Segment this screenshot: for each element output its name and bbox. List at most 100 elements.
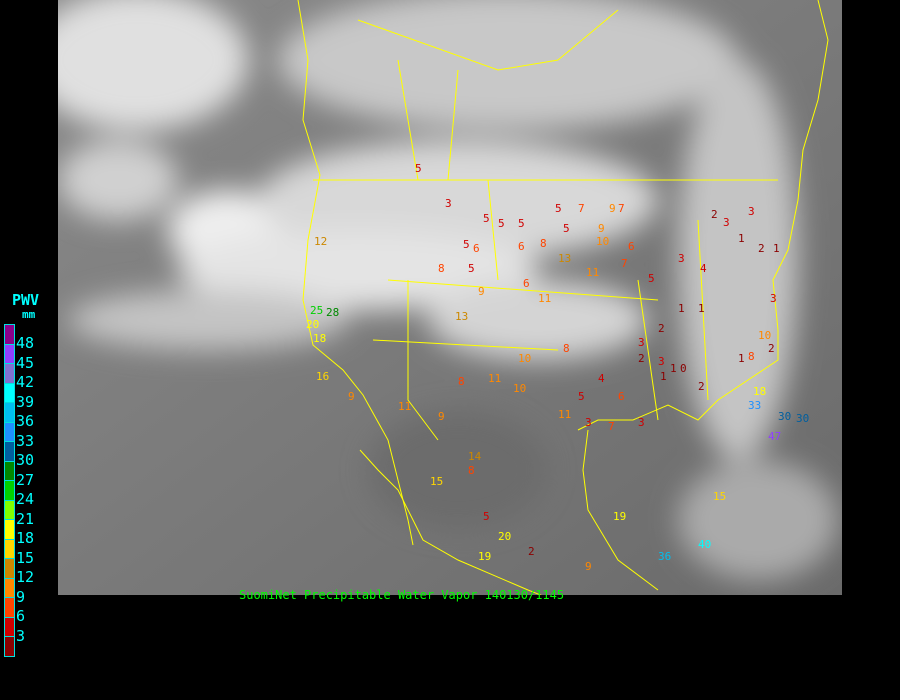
- legend-label: 36: [16, 412, 35, 430]
- station-pwv-value: 19: [478, 550, 491, 563]
- station-pwv-value: 1: [738, 232, 745, 245]
- station-pwv-value: 20: [306, 318, 319, 331]
- station-pwv-value: 7: [608, 420, 615, 433]
- station-pwv-value: 15: [430, 475, 443, 488]
- station-pwv-value: 2: [758, 242, 765, 255]
- station-pwv-value: 1: [678, 302, 685, 315]
- station-pwv-value: 30: [778, 410, 791, 423]
- station-pwv-value: 7: [621, 257, 628, 270]
- station-pwv-value: 9: [348, 390, 355, 403]
- legend-title: PWV: [12, 291, 40, 309]
- station-pwv-value: 0: [680, 362, 687, 375]
- station-labels: 5355679758568555611107613119139108543215…: [306, 162, 809, 573]
- station-pwv-value: 3: [770, 292, 777, 305]
- station-pwv-value: 5: [563, 222, 570, 235]
- station-pwv-value: 16: [316, 370, 329, 383]
- station-pwv-value: 20: [498, 530, 511, 543]
- station-pwv-value: 36: [658, 550, 671, 563]
- station-pwv-value: 11: [398, 400, 411, 413]
- legend-swatch: [4, 363, 15, 384]
- legend-swatch: [4, 343, 15, 365]
- station-pwv-value: 10: [518, 352, 531, 365]
- legend-label: 21: [16, 509, 35, 528]
- station-pwv-value: 10: [513, 382, 526, 395]
- station-pwv-value: 3: [658, 355, 665, 368]
- legend-label: 12: [16, 568, 35, 586]
- station-pwv-value: 15: [713, 490, 726, 503]
- pwv-legend: PWV mm 48 45 42 39 36 33 30 27 24 21 18 15 12 9 6 3: [0, 290, 58, 670]
- station-pwv-value: 8: [458, 375, 465, 388]
- legend-label: 27: [16, 470, 35, 489]
- station-pwv-value: 9: [478, 285, 485, 298]
- station-pwv-value: 40: [698, 538, 711, 551]
- station-pwv-value: 1: [698, 302, 705, 315]
- station-pwv-value: 2: [768, 342, 775, 355]
- station-pwv-value: 5: [648, 272, 655, 285]
- station-pwv-value: 8: [438, 262, 445, 275]
- station-pwv-value: 3: [748, 205, 755, 218]
- legend-swatch: [4, 558, 15, 579]
- legend-swatch: [4, 480, 15, 501]
- station-pwv-value: 19: [613, 510, 626, 523]
- station-pwv-value: 18: [753, 385, 766, 398]
- station-pwv-value: 5: [468, 262, 475, 275]
- legend-label: 48: [16, 334, 35, 352]
- legend-swatch: [4, 402, 15, 423]
- legend-unit: mm: [22, 308, 36, 321]
- legend-swatch: [4, 324, 15, 345]
- station-pwv-value: 4: [598, 372, 605, 385]
- station-pwv-value: 3: [638, 336, 645, 349]
- legend-swatch: [4, 441, 15, 462]
- station-pwv-value: 13: [558, 252, 571, 265]
- station-pwv-value: 6: [523, 277, 530, 290]
- station-pwv-value: 3: [445, 197, 452, 210]
- station-pwv-value: 11: [538, 292, 551, 305]
- station-pwv-value: 7: [618, 202, 625, 215]
- legend-label: 18: [16, 529, 35, 547]
- station-pwv-value: 2: [528, 545, 535, 558]
- station-pwv-value: 9: [609, 202, 616, 215]
- station-pwv-value: 8: [468, 464, 475, 477]
- legend-swatch: [4, 636, 15, 657]
- map-caption: SuomiNet Precipitable Water Vapor 140130…: [239, 588, 565, 602]
- station-pwv-value: 6: [618, 390, 625, 403]
- station-pwv-value: 9: [585, 560, 592, 573]
- legend-label: 3: [16, 626, 26, 645]
- legend-label: 42: [16, 373, 35, 391]
- station-pwv-value: 1: [670, 362, 677, 375]
- station-pwv-value: 9: [438, 410, 445, 423]
- station-pwv-value: 7: [578, 202, 585, 215]
- station-pwv-value: 5: [483, 212, 490, 225]
- legend-label: 45: [16, 353, 35, 372]
- station-pwv-value: 5: [518, 217, 525, 230]
- station-pwv-value: 1: [773, 242, 780, 255]
- station-pwv-value: 11: [586, 266, 599, 279]
- station-pwv-value: 18: [313, 332, 326, 345]
- station-pwv-value: 4: [700, 262, 707, 275]
- station-pwv-value: 10: [758, 329, 771, 342]
- station-pwv-value: 2: [711, 208, 718, 221]
- legend-swatch: [4, 499, 15, 521]
- station-pwv-value: 8: [563, 342, 570, 355]
- station-pwv-value: 2: [658, 322, 665, 335]
- station-pwv-value: 14: [468, 450, 482, 463]
- station-pwv-value: 47: [768, 430, 781, 443]
- cloud-layer: [58, 0, 838, 580]
- station-pwv-value: 5: [415, 162, 422, 175]
- legend-label: 24: [16, 490, 35, 508]
- station-pwv-value: 8: [748, 350, 755, 363]
- legend-label: 39: [16, 392, 35, 411]
- legend-swatch: [4, 382, 15, 404]
- boundary-lines: [297, 0, 829, 595]
- station-pwv-value: 12: [314, 235, 327, 248]
- station-pwv-value: 8: [540, 237, 547, 250]
- station-pwv-value: 6: [473, 242, 480, 255]
- legend-label: 6: [16, 607, 26, 625]
- station-pwv-value: 33: [748, 399, 761, 412]
- station-pwv-value: 9: [598, 222, 605, 235]
- station-pwv-value: 5: [498, 217, 505, 230]
- legend-swatch: [4, 460, 15, 482]
- station-pwv-value: 10: [596, 235, 609, 248]
- legend-swatch: [4, 538, 15, 560]
- legend-swatch: [4, 577, 15, 599]
